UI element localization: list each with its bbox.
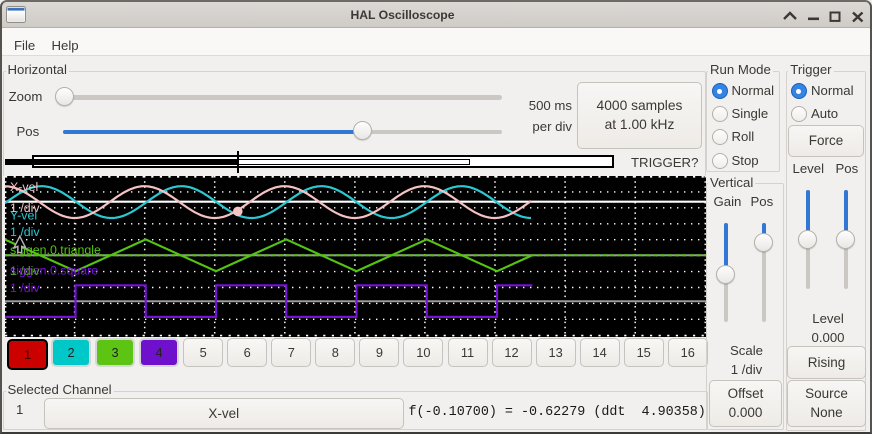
svg-text:1 /div: 1 /div: [10, 201, 40, 215]
svg-text:siggen.0.square: siggen.0.square: [10, 264, 98, 278]
svg-text:1 /div: 1 /div: [10, 225, 40, 239]
svg-text:1 /div: 1 /div: [10, 281, 40, 295]
svg-text:X-vel: X-vel: [10, 180, 38, 194]
svg-text:siggen.0.triangle: siggen.0.triangle: [10, 243, 101, 257]
svg-text:1 /div: 1 /div: [10, 264, 40, 278]
svg-text:Y-vel: Y-vel: [10, 209, 37, 223]
